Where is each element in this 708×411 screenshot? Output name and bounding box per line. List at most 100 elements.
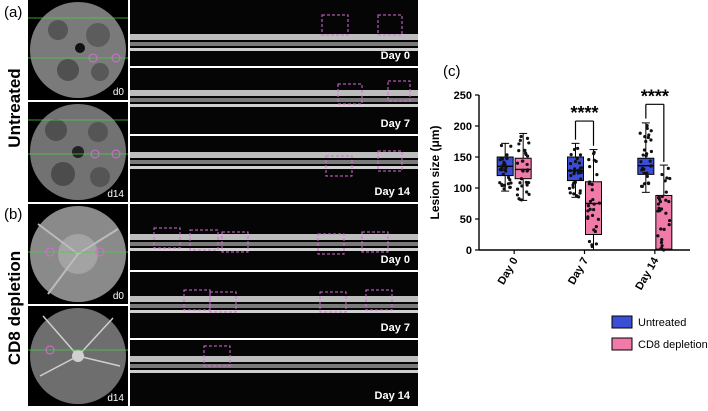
data-point: [587, 239, 592, 244]
data-point: [526, 154, 530, 158]
oct-graphic: [130, 227, 418, 255]
data-point: [502, 160, 506, 164]
data-point: [659, 240, 664, 245]
data-point: [665, 176, 669, 180]
data-point: [527, 180, 531, 185]
data-point: [579, 170, 583, 175]
data-point: [667, 223, 671, 227]
data-point: [659, 247, 663, 251]
data-point: [573, 159, 578, 164]
data-point: [523, 148, 527, 152]
fundus-graphic: [28, 104, 128, 200]
oct-scan-a-day14: Day 14: [130, 136, 418, 202]
data-point: [502, 183, 507, 187]
data-point: [498, 167, 502, 172]
data-point: [657, 206, 661, 210]
oct-day-label: Day 14: [374, 186, 410, 198]
data-point: [525, 183, 529, 187]
lesion-size-box-plot: 0 50 100 150 200 250 Lesion size (μm) Day 0 Day …: [428, 86, 708, 351]
data-point: [660, 238, 664, 242]
data-point: [591, 197, 595, 202]
data-point: [572, 181, 576, 185]
data-point: [659, 227, 663, 231]
fundus-image-a-d0: d0: [28, 0, 128, 100]
data-point: [639, 184, 644, 188]
data-point: [568, 191, 572, 195]
data-point: [586, 215, 590, 219]
data-point: [645, 126, 649, 131]
data-point: [567, 186, 572, 191]
data-point: [519, 134, 523, 139]
y-axis-label: Lesion size (μm): [428, 125, 442, 219]
data-point: [642, 171, 646, 175]
oct-scan-b-day14: Day 14: [130, 340, 418, 406]
data-point: [578, 189, 582, 193]
data-point: [525, 136, 530, 140]
data-point: [588, 207, 592, 211]
oct-day-label: Day 14: [374, 390, 410, 402]
data-point: [500, 183, 504, 187]
data-point: [656, 209, 660, 213]
data-point: [660, 194, 664, 199]
data-point: [586, 204, 591, 208]
fundus-graphic: [28, 2, 128, 98]
data-point: [656, 234, 660, 238]
fundus-day-label: d0: [112, 291, 124, 302]
data-point: [644, 139, 648, 144]
data-point: [642, 182, 647, 186]
data-point: [500, 157, 505, 161]
data-point: [579, 177, 583, 181]
oct-day-label: Day 0: [380, 254, 410, 266]
data-point: [515, 193, 520, 197]
data-point: [597, 201, 601, 205]
data-point: [592, 208, 596, 212]
oct-scan-a-day0: Day 0: [130, 0, 418, 66]
data-point: [501, 163, 505, 167]
data-point: [527, 192, 531, 197]
y-tick-label: 50: [460, 214, 472, 226]
data-point: [572, 147, 577, 152]
fundus-day-label: d14: [107, 393, 124, 404]
data-point: [579, 166, 583, 170]
data-point: [667, 218, 672, 223]
data-point: [664, 190, 668, 194]
oct-day-label: Day 7: [380, 118, 410, 130]
data-point: [649, 164, 653, 168]
data-point: [662, 227, 666, 231]
data-point: [527, 141, 531, 145]
data-point: [576, 171, 580, 175]
data-point: [521, 159, 525, 163]
data-point: [667, 199, 671, 204]
y-tick-label: 0: [466, 245, 472, 257]
data-point: [502, 187, 506, 191]
data-point: [664, 211, 668, 215]
data-point: [592, 202, 596, 206]
data-point: [515, 161, 520, 165]
data-point: [645, 123, 649, 128]
data-point: [649, 129, 653, 133]
data-point: [660, 244, 664, 248]
data-point: [590, 182, 594, 187]
data-point: [649, 138, 653, 142]
panel-c-label: (c): [443, 63, 461, 80]
y-tick-label: 100: [454, 183, 472, 195]
data-point: [575, 157, 579, 161]
data-point: [656, 202, 661, 206]
data-point: [526, 168, 530, 172]
panel-a-group-label: Untreated: [5, 68, 24, 148]
data-point: [668, 176, 672, 181]
data-point: [508, 178, 512, 182]
data-point: [519, 177, 524, 181]
data-point: [642, 167, 646, 171]
data-point: [572, 167, 577, 171]
data-point: [508, 185, 512, 189]
oct-day-label: Day 0: [380, 50, 410, 62]
data-point: [587, 157, 591, 162]
data-point: [594, 242, 598, 246]
data-point: [588, 165, 592, 169]
y-tick-label: 250: [454, 90, 472, 102]
data-point: [569, 173, 573, 178]
data-point: [590, 213, 595, 218]
data-point: [519, 198, 524, 202]
data-point: [648, 159, 652, 163]
